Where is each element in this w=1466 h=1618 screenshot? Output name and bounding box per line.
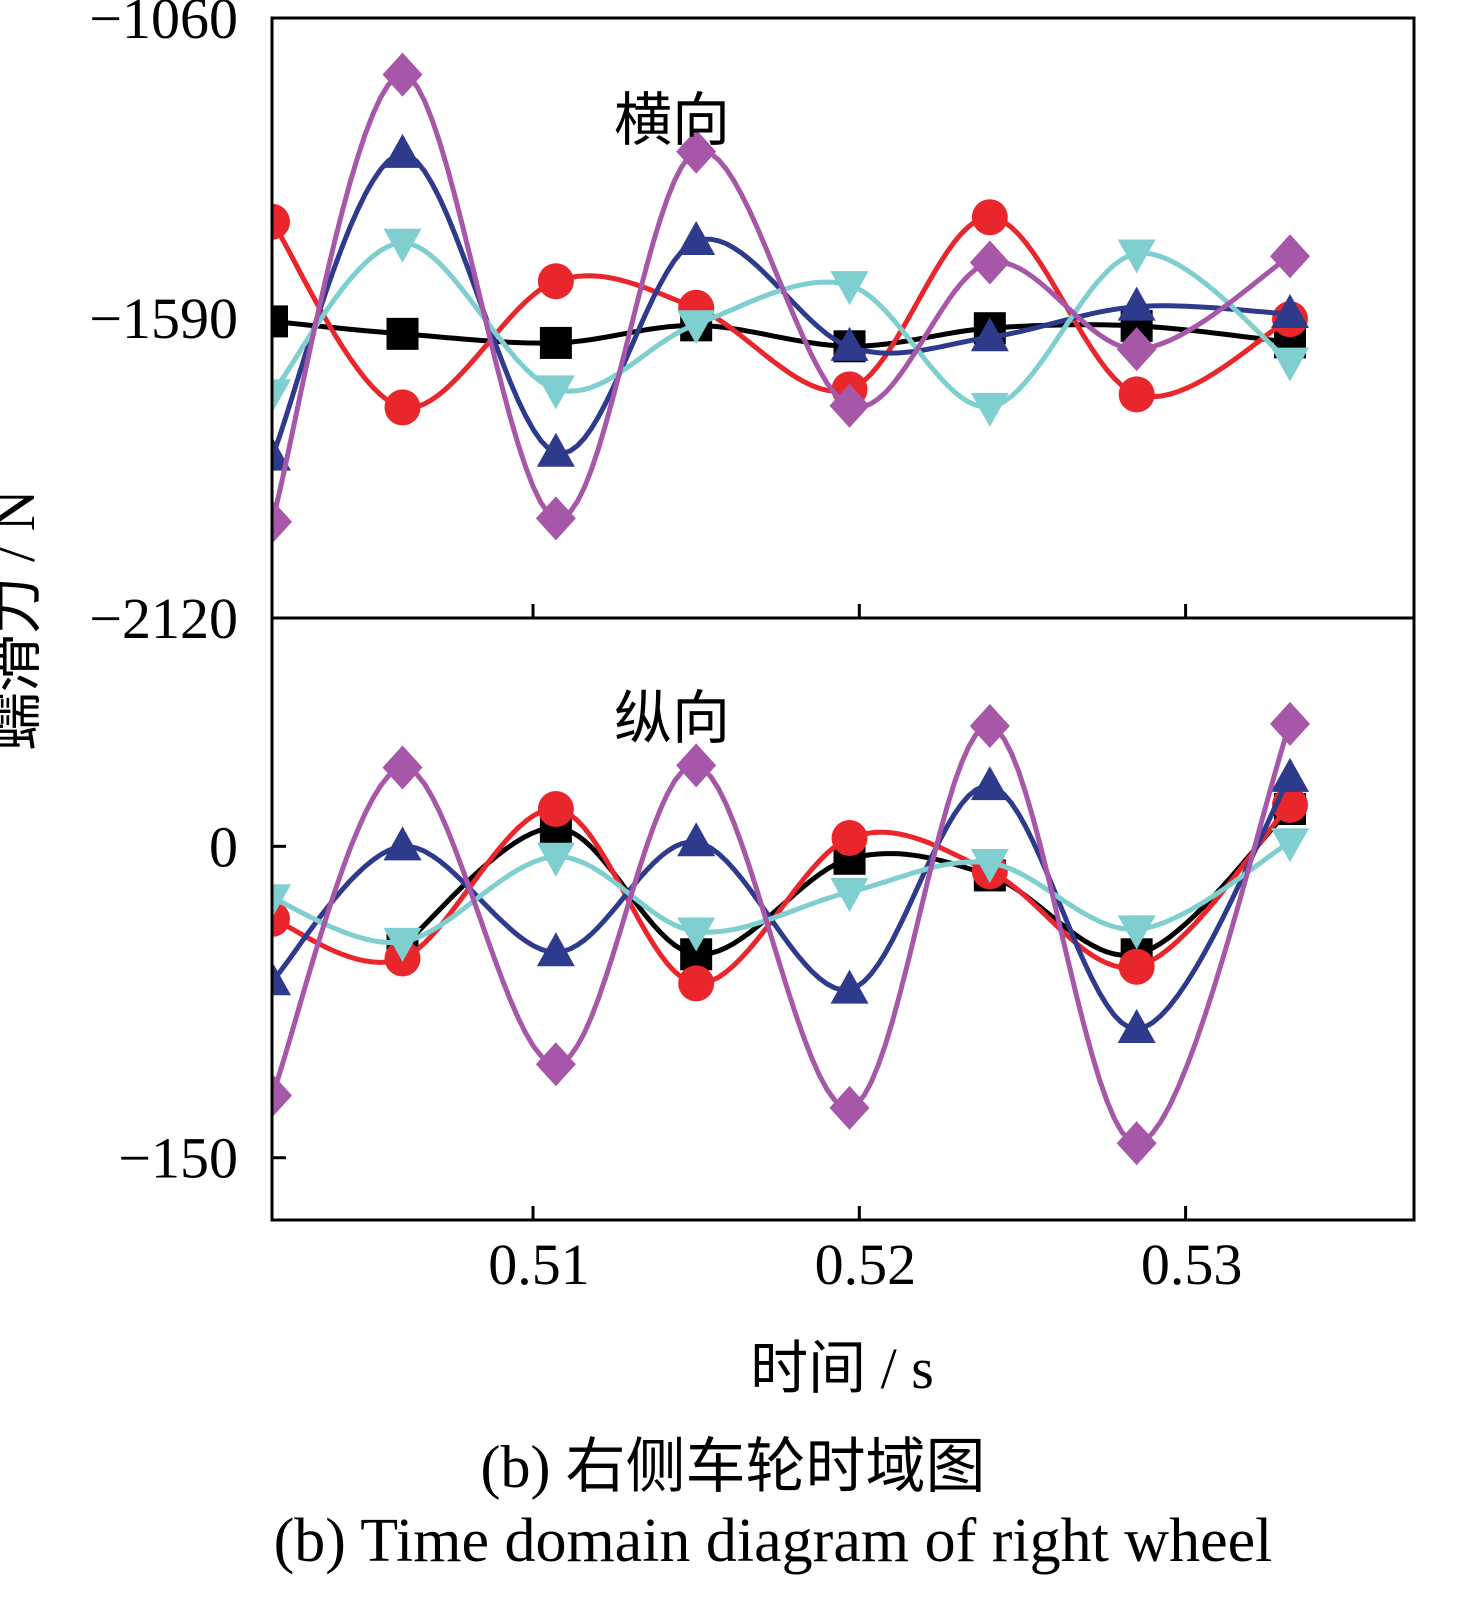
data-point-diamond-6 [1116, 327, 1157, 372]
series-line-triangle-up [272, 776, 1293, 1032]
data-point-triangle-up-2 [536, 932, 575, 967]
data-point-diamond-2 [535, 496, 576, 541]
data-point-triangle-up-2 [536, 432, 575, 467]
data-point-diamond-4 [829, 383, 870, 428]
y-tick-label: −2120 [89, 586, 238, 651]
data-point-diamond-6 [1116, 1121, 1157, 1166]
x-tick-label: 0.52 [815, 1232, 917, 1297]
data-point-triangle-up-4 [830, 969, 869, 1004]
data-point-circle-3 [678, 965, 715, 1002]
data-point-triangle-down-3 [677, 917, 716, 952]
x-axis-title: 时间 / s [750, 1336, 934, 1401]
data-point-triangle-down-5 [970, 392, 1009, 427]
data-point-diamond-2 [535, 1042, 576, 1087]
data-point-diamond-3 [676, 743, 717, 788]
plot-area [272, 701, 1311, 1166]
data-point-circle-5 [971, 199, 1008, 236]
plot-area [272, 52, 1311, 544]
data-point-triangle-down-4 [830, 271, 869, 306]
data-point-diamond-5 [969, 703, 1010, 748]
series-line-triangle-down [272, 840, 1292, 945]
data-point-diamond-3 [676, 129, 717, 174]
figure-caption-english: (b) Time domain diagram of right wheel [273, 1507, 1273, 1575]
series-line-triangle-up [272, 151, 1291, 458]
data-point-triangle-up-0 [272, 961, 291, 996]
data-point-triangle-down-7 [1271, 347, 1310, 382]
data-point-triangle-down-6 [1117, 915, 1156, 950]
bottom-panel-annotation: 纵向 [614, 684, 730, 752]
series-line-diamond [272, 723, 1293, 1146]
data-point-triangle-down-0 [272, 379, 291, 414]
data-point-triangle-up-1 [383, 826, 422, 861]
data-point-triangle-up-1 [383, 133, 422, 168]
y-tick-label: −1060 [89, 0, 238, 51]
data-point-triangle-up-6 [1117, 1009, 1156, 1044]
data-point-diamond-5 [969, 240, 1010, 285]
data-point-triangle-down-5 [970, 848, 1009, 883]
series-line-diamond [272, 72, 1292, 523]
top-panel: 横向 −1060 −1590 −2120 [89, 0, 1416, 651]
data-point-triangle-down-6 [1117, 239, 1156, 274]
data-point-triangle-up-3 [677, 221, 716, 256]
y-axis-title: 蠕滑力 / N [0, 489, 47, 750]
data-point-triangle-down-2 [536, 375, 575, 410]
bottom-plot-frame [270, 616, 1416, 1222]
top-panel-annotation: 横向 [614, 86, 730, 154]
bottom-panel: 纵向 0 −150 0.51 0.52 0.53 [118, 616, 1416, 1297]
y-tick-label: −150 [118, 1126, 238, 1191]
data-point-triangle-down-3 [677, 310, 716, 345]
data-point-diamond-0 [272, 1073, 292, 1118]
data-point-triangle-up-4 [830, 326, 869, 361]
data-point-triangle-up-5 [970, 766, 1009, 801]
data-point-circle-2 [537, 263, 574, 300]
data-point-circle-4 [831, 820, 868, 857]
x-tick-label: 0.53 [1141, 1232, 1243, 1297]
data-point-triangle-up-7 [1271, 294, 1310, 329]
data-point-triangle-down-7 [1271, 828, 1310, 863]
data-point-diamond-0 [272, 499, 292, 544]
data-point-diamond-1 [382, 52, 423, 97]
data-point-circle-2 [537, 790, 574, 827]
data-point-triangle-down-1 [383, 228, 422, 263]
data-point-square-0 [272, 305, 288, 338]
y-tick-label: 0 [209, 814, 238, 879]
data-point-square-2 [539, 326, 572, 359]
data-point-triangle-up-3 [677, 822, 716, 857]
data-point-diamond-7 [1270, 701, 1311, 746]
y-tick-label: −1590 [89, 286, 238, 351]
data-point-triangle-up-7 [1271, 757, 1310, 792]
data-point-triangle-down-2 [536, 842, 575, 877]
data-point-diamond-7 [1270, 234, 1311, 279]
data-point-triangle-up-5 [970, 317, 1009, 352]
data-point-circle-1 [384, 389, 421, 426]
x-tick-label: 0.51 [488, 1232, 590, 1297]
data-point-circle-0 [272, 203, 290, 240]
data-point-circle-6 [1118, 948, 1155, 985]
series-line-circle [272, 214, 1292, 411]
data-point-triangle-down-4 [830, 878, 869, 913]
data-point-triangle-up-6 [1117, 286, 1156, 321]
series-line-triangle-down [272, 240, 1292, 410]
data-point-triangle-down-1 [383, 927, 422, 962]
data-point-triangle-down-0 [272, 884, 291, 919]
data-point-diamond-1 [382, 745, 423, 790]
data-point-square-1 [386, 317, 419, 350]
series-line-square [272, 318, 1291, 349]
figure-caption-chinese: (b) 右侧车轮时域图 [480, 1434, 986, 1500]
data-point-diamond-4 [829, 1085, 870, 1130]
data-point-circle-6 [1118, 376, 1155, 413]
